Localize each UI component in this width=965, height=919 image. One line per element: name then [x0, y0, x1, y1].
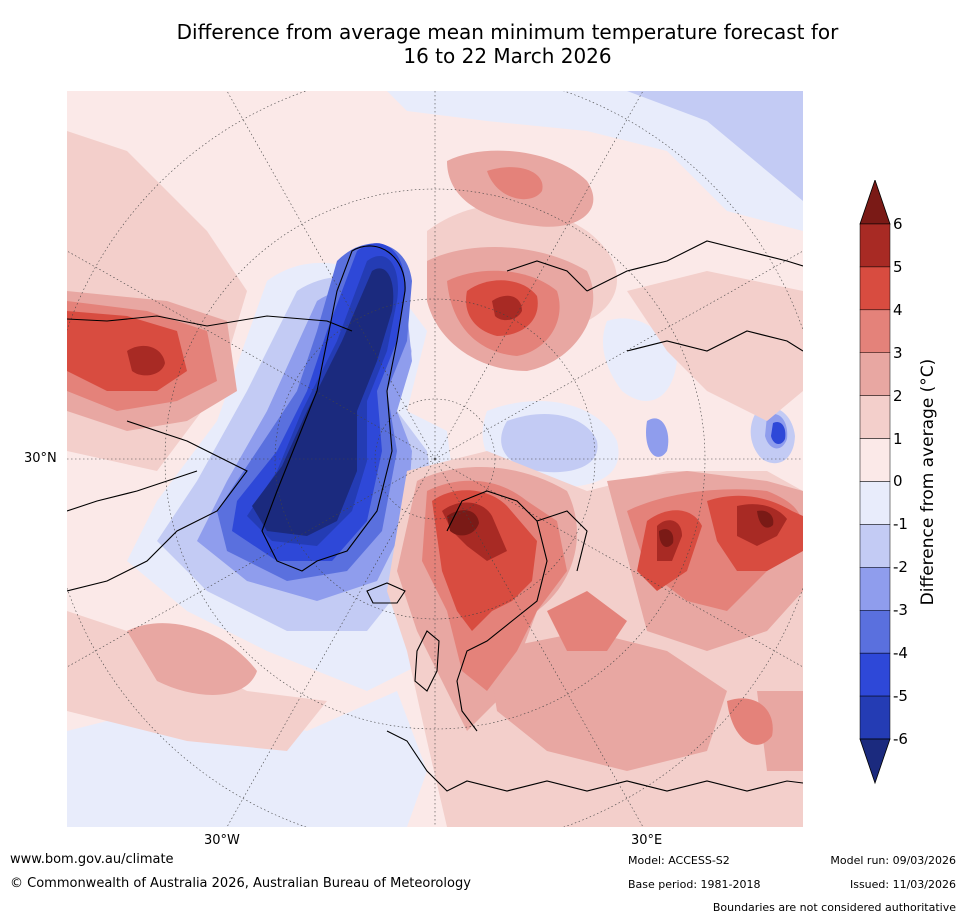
title-line-2: 16 to 22 March 2026: [403, 44, 612, 68]
colorbar-extend-max: [859, 180, 891, 225]
forecast-map[interactable]: [67, 91, 803, 827]
colorbar-tick: 4: [893, 301, 903, 319]
colorbar: [859, 180, 891, 785]
map-svg: [67, 91, 803, 827]
canada-arctic-coast: [67, 315, 353, 592]
title-line-1: Difference from average mean minimum tem…: [176, 20, 839, 44]
colorbar-tick: -1: [893, 515, 908, 533]
europe-coast: [386, 730, 803, 792]
chart-title: Difference from average mean minimum tem…: [50, 20, 965, 68]
colorbar-tick: -4: [893, 644, 908, 662]
colorbar-band: [859, 567, 891, 611]
colorbar-band: [859, 266, 891, 311]
colorbar-band: [859, 395, 891, 439]
colorbar-band: [859, 524, 891, 568]
colorbar-band: [859, 652, 891, 697]
colorbar-tick: -3: [893, 601, 908, 619]
copyright-text: © Commonwealth of Australia 2026, Austra…: [10, 876, 471, 891]
scandinavia-coast: [446, 490, 588, 732]
disclaimer-text: Boundaries are not considered authoritat…: [712, 901, 956, 914]
colorbar-label: Difference from average (°C): [918, 358, 938, 606]
colorbar-tick: 0: [893, 472, 903, 490]
anomaly-cool-extreme: [252, 268, 394, 536]
greenland-coast: [261, 245, 406, 572]
model-text: Model: ACCESS-S2: [628, 854, 730, 867]
issued-text: Issued: 11/03/2026: [849, 878, 956, 891]
colorbar-tick: -5: [893, 687, 908, 705]
colorbar-band: [859, 438, 891, 482]
colorbar-band: [859, 695, 891, 740]
longitude-label-30e: 30°E: [631, 833, 663, 848]
colorbar-tick: -2: [893, 558, 908, 576]
colorbar-tick: -6: [893, 730, 908, 748]
graticule: [67, 91, 803, 827]
colorbar-band: [859, 610, 891, 654]
colorbar-bands: [859, 223, 891, 740]
iceland-coast: [366, 582, 406, 604]
alaska-coast: [67, 470, 198, 512]
base-period-text: Base period: 1981-2018: [628, 878, 761, 891]
coastlines: [67, 240, 803, 792]
colorbar-tick: 3: [893, 344, 903, 362]
latitude-label-30n: 30°N: [24, 451, 57, 466]
model-run-text: Model run: 09/03/2026: [830, 854, 956, 867]
longitude-label-30w: 30°W: [204, 833, 240, 848]
colorbar-tick: 2: [893, 387, 903, 405]
siberia-coast: [626, 330, 803, 352]
uk-coast: [414, 630, 440, 692]
russia-arctic-coast: [506, 240, 803, 292]
anomaly-warm-extreme: [447, 510, 774, 547]
colorbar-extend-min: [859, 738, 891, 785]
website-link[interactable]: www.bom.gov.au/climate: [10, 852, 174, 867]
colorbar-tick: 6: [893, 215, 903, 233]
colorbar-band: [859, 309, 891, 353]
colorbar-band: [859, 223, 891, 268]
colorbar-tick: 5: [893, 258, 903, 276]
colorbar-tick: 1: [893, 430, 903, 448]
colorbar-band: [859, 352, 891, 396]
colorbar-band: [859, 481, 891, 525]
